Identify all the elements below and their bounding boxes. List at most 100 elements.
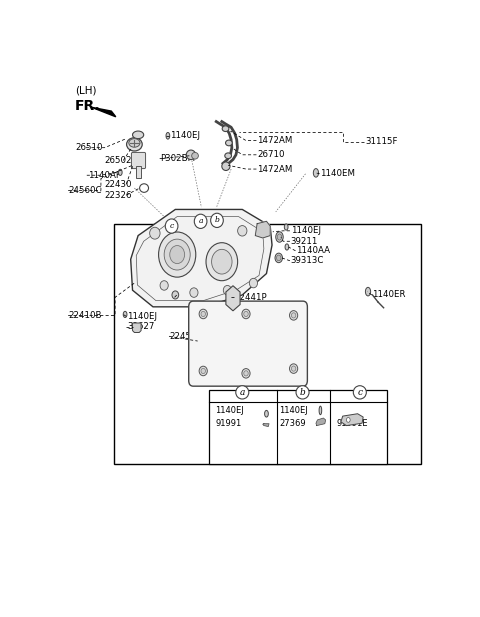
- Text: 39627: 39627: [127, 322, 155, 331]
- Text: 31115F: 31115F: [365, 137, 397, 146]
- Text: 26510: 26510: [75, 143, 102, 152]
- Ellipse shape: [166, 133, 170, 139]
- Text: 91991: 91991: [216, 419, 242, 428]
- Text: c: c: [169, 222, 174, 230]
- Ellipse shape: [158, 232, 196, 277]
- Ellipse shape: [242, 309, 250, 319]
- Text: 22441P: 22441P: [235, 293, 267, 302]
- Text: 1140EJ: 1140EJ: [127, 312, 157, 321]
- Text: FR.: FR.: [75, 99, 101, 113]
- Ellipse shape: [264, 410, 268, 417]
- Text: 1140AF: 1140AF: [88, 171, 121, 180]
- Text: 22430: 22430: [104, 180, 132, 189]
- Ellipse shape: [291, 313, 296, 318]
- Ellipse shape: [222, 162, 230, 170]
- Ellipse shape: [172, 291, 179, 299]
- Text: 1140AA: 1140AA: [296, 246, 330, 255]
- FancyBboxPatch shape: [132, 152, 145, 168]
- Text: a: a: [240, 388, 245, 397]
- Ellipse shape: [129, 139, 140, 147]
- Ellipse shape: [206, 242, 238, 281]
- FancyBboxPatch shape: [189, 301, 307, 386]
- Ellipse shape: [347, 418, 350, 422]
- Ellipse shape: [123, 312, 127, 318]
- Ellipse shape: [164, 239, 190, 270]
- Text: 1140EJ: 1140EJ: [290, 226, 321, 235]
- Ellipse shape: [132, 131, 144, 139]
- Bar: [136, 166, 141, 178]
- Ellipse shape: [244, 371, 248, 376]
- Text: 1140EJ: 1140EJ: [216, 406, 244, 415]
- Text: a: a: [198, 217, 203, 225]
- Text: 26710: 26710: [257, 151, 285, 159]
- Text: 26502: 26502: [105, 156, 132, 165]
- Text: 1472AM: 1472AM: [257, 165, 292, 173]
- Polygon shape: [132, 323, 141, 333]
- Text: 39211: 39211: [290, 237, 318, 246]
- Ellipse shape: [127, 138, 142, 151]
- Text: 39313C: 39313C: [175, 293, 209, 302]
- Ellipse shape: [249, 278, 258, 288]
- Ellipse shape: [319, 406, 322, 415]
- Text: 27369: 27369: [279, 419, 306, 428]
- Ellipse shape: [365, 288, 371, 296]
- Ellipse shape: [222, 126, 229, 131]
- Polygon shape: [131, 209, 272, 307]
- Ellipse shape: [236, 386, 249, 399]
- Ellipse shape: [244, 312, 248, 317]
- Ellipse shape: [212, 249, 232, 274]
- Polygon shape: [316, 418, 325, 426]
- Text: (LH): (LH): [75, 86, 96, 96]
- Text: 22410B: 22410B: [68, 311, 102, 320]
- Ellipse shape: [353, 386, 366, 399]
- Ellipse shape: [170, 246, 185, 263]
- Ellipse shape: [194, 214, 207, 228]
- Ellipse shape: [150, 227, 160, 239]
- Ellipse shape: [211, 213, 223, 228]
- Ellipse shape: [199, 309, 207, 319]
- Ellipse shape: [276, 232, 283, 242]
- Polygon shape: [92, 107, 116, 117]
- Ellipse shape: [192, 152, 198, 159]
- Ellipse shape: [275, 253, 282, 263]
- Text: b: b: [215, 217, 219, 225]
- Ellipse shape: [195, 216, 204, 226]
- Ellipse shape: [313, 168, 319, 177]
- Polygon shape: [226, 286, 240, 311]
- Text: c: c: [357, 388, 362, 397]
- Text: 22453A: 22453A: [170, 332, 203, 341]
- Ellipse shape: [238, 226, 247, 236]
- Text: 39313C: 39313C: [290, 256, 324, 265]
- Ellipse shape: [289, 310, 298, 320]
- Text: b: b: [300, 388, 305, 397]
- Ellipse shape: [276, 255, 281, 261]
- Ellipse shape: [201, 368, 205, 373]
- Ellipse shape: [289, 364, 298, 373]
- Ellipse shape: [119, 169, 122, 175]
- Text: P302BM: P302BM: [160, 154, 195, 163]
- Ellipse shape: [284, 224, 288, 230]
- Text: 1140ER: 1140ER: [372, 291, 406, 299]
- Text: 91991E: 91991E: [336, 419, 368, 428]
- Polygon shape: [255, 222, 270, 238]
- Text: 22326: 22326: [104, 191, 132, 200]
- Ellipse shape: [165, 219, 178, 233]
- Text: 1472AM: 1472AM: [257, 136, 292, 145]
- Ellipse shape: [225, 153, 231, 159]
- Text: 1140EJ: 1140EJ: [279, 406, 308, 415]
- Polygon shape: [341, 414, 363, 426]
- Text: 24560C: 24560C: [68, 186, 102, 195]
- Ellipse shape: [223, 286, 231, 295]
- Ellipse shape: [160, 281, 168, 290]
- Bar: [114, 224, 421, 463]
- Ellipse shape: [277, 234, 282, 240]
- Bar: [209, 390, 387, 463]
- Ellipse shape: [226, 140, 232, 146]
- Text: 1140EJ: 1140EJ: [170, 131, 200, 140]
- Text: 1140EM: 1140EM: [321, 169, 355, 178]
- Ellipse shape: [296, 386, 309, 399]
- Ellipse shape: [285, 244, 289, 250]
- Polygon shape: [263, 424, 269, 426]
- Ellipse shape: [186, 150, 195, 160]
- Ellipse shape: [201, 312, 205, 317]
